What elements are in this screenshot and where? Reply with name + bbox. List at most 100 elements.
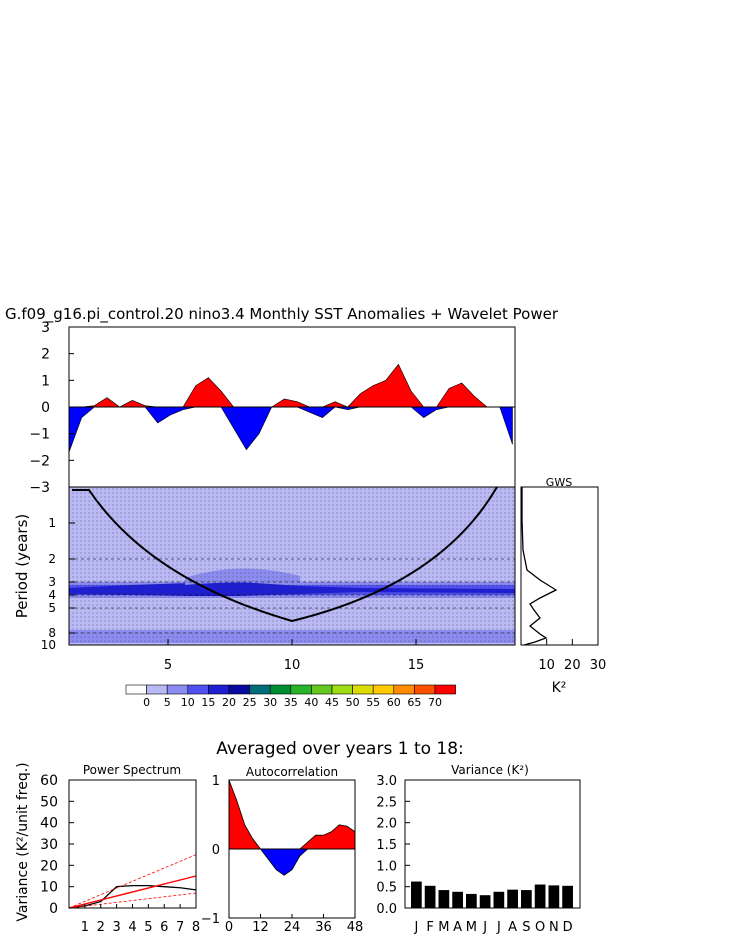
colorbar-label: 50 (346, 696, 360, 709)
colorbar-label: 40 (304, 696, 318, 709)
colorbar-label: 65 (407, 696, 421, 709)
variance-x-tick-label: O (535, 920, 545, 935)
colorbar-label: 70 (428, 696, 442, 709)
power-spectrum-x-tick-label: 5 (144, 920, 152, 935)
variance-x-tick-label: S (522, 920, 530, 935)
wavelet-x-ticks: 5 10 15 (164, 639, 424, 673)
power-spectrum-x-tick-label: 2 (97, 920, 105, 935)
variance-y-tick-label: 2.0 (376, 817, 397, 832)
wavelet-y-tick-label: 5 (48, 601, 56, 615)
colorbar-swatch (166, 684, 189, 695)
timeseries-y-ticks: 3 2 1 0 −1 −2 −3 (29, 320, 74, 496)
gws-title: GWS (546, 476, 572, 489)
colorbar-label: 45 (325, 696, 339, 709)
colorbar-swatch (352, 684, 374, 695)
variance-bars (411, 881, 573, 908)
timeseries-tick-label: −2 (29, 453, 50, 469)
wavelet-hatch-right (69, 487, 515, 645)
red-noise-line (68, 875, 197, 909)
variance-bar (493, 891, 505, 908)
variance-bar (452, 891, 463, 908)
autocorrelation-y-tick-label: 1 (212, 774, 220, 789)
wavelet-y-tick-label: 3 (48, 575, 56, 589)
red-noise-upper-line (68, 854, 197, 909)
variance-x-tick-label: N (549, 920, 559, 935)
variance-y-tick-label: 0.5 (376, 881, 397, 896)
power-spectrum-y-tick-label: 0 (49, 901, 58, 917)
gws-panel: GWS 10 20 30 K² (520, 476, 606, 696)
gws-line (521, 487, 558, 646)
power-spectrum-y-tick-label: 60 (40, 773, 58, 789)
variance-bar (466, 893, 477, 908)
colorbar-swatch (311, 684, 333, 695)
timeseries-tick-label: 1 (41, 373, 50, 389)
power-spectrum-y-tick-label: 50 (40, 794, 58, 810)
timeseries-tick-label: 0 (41, 400, 50, 416)
wavelet-y-tick-label: 10 (41, 638, 56, 652)
autocorrelation-panel: Autocorrelation 1 0 −1 0 12 24 36 48 (201, 765, 363, 935)
power-spectrum-x-tick-label: 1 (81, 920, 89, 935)
autocorrelation-y-tick-label: −1 (201, 912, 220, 927)
wavelet-y-tick-label: 2 (48, 552, 56, 566)
gws-frame (520, 486, 599, 646)
variance-x-tick-label: D (563, 920, 573, 935)
timeseries-tick-label: 2 (41, 347, 50, 363)
colorbar-label: 60 (387, 696, 401, 709)
wavelet-x-tick-label: 15 (408, 658, 425, 673)
colorbar-swatch (187, 684, 209, 695)
variance-x-tick-label: J (496, 920, 501, 935)
colorbar-label: 20 (222, 696, 236, 709)
colorbar-label: 35 (284, 696, 298, 709)
timeseries-tick-label: 3 (41, 320, 50, 336)
colorbar-swatch (249, 684, 271, 695)
timeseries-tick-label: −1 (29, 427, 50, 443)
power-spectrum-y-tick-label: 40 (40, 816, 58, 832)
variance-bar (562, 885, 573, 908)
autocorrelation-x-tick-label: 48 (347, 920, 364, 935)
power-spectrum-lines (68, 854, 197, 909)
variance-x-tick-label: M (438, 920, 449, 935)
gws-x-ticks: 10 20 30 (538, 639, 606, 673)
autocorrelation-ticks: 1 0 −1 0 12 24 36 48 (201, 774, 363, 935)
wavelet-x-tick-label: 5 (164, 658, 172, 673)
variance-bar (411, 881, 422, 908)
variance-bar (521, 890, 532, 908)
power-spectrum-title: Power Spectrum (83, 763, 181, 777)
colorbar-label: 0 (143, 696, 150, 709)
autocorrelation-y-tick-label: 0 (212, 843, 220, 858)
gws-x-tick-label: 10 (538, 658, 555, 673)
figure-title: G.f09_g16.pi_control.20 nino3.4 Monthly … (5, 305, 559, 324)
autocorrelation-positive-area (228, 779, 356, 850)
colorbar-swatch (434, 684, 456, 695)
variance-y-tick-label: 2.5 (376, 795, 397, 810)
timeseries-fill (68, 363, 515, 453)
wavelet-y-tick-label: 1 (48, 516, 56, 530)
averaged-title: Averaged over years 1 to 18: (216, 739, 464, 759)
colorbar-label: 10 (181, 696, 195, 709)
colorbar-label: 15 (201, 696, 215, 709)
wavelet-cone-of-influence (72, 486, 498, 623)
wavelet-period-guides (69, 558, 515, 634)
power-spectrum-x-tick-label: 7 (176, 920, 184, 935)
colorbar-swatch (269, 684, 292, 695)
variance-x-tick-label: F (426, 920, 433, 935)
variance-bar (479, 895, 491, 908)
autocorrelation-x-tick-label: 12 (252, 920, 269, 935)
colorbar-swatch (125, 684, 147, 695)
power-spectrum-x-tick-label: 3 (112, 920, 120, 935)
colorbar-swatch (290, 684, 312, 695)
variance-bar (548, 885, 560, 908)
power-spectrum-ticks: 60 50 40 30 20 10 0 1 2 3 4 5 6 7 8 (40, 773, 200, 935)
colorbar-label: 5 (164, 696, 171, 709)
variance-y-tick-label: 3.0 (376, 774, 397, 789)
timeseries-tick-label: −3 (29, 480, 50, 496)
colorbar-label: 55 (366, 696, 380, 709)
autocorrelation-title: Autocorrelation (246, 765, 338, 779)
wavelet-y-tick-label: 4 (48, 588, 56, 602)
variance-bar (507, 889, 518, 908)
timeseries-panel: 3 2 1 0 −1 −2 −3 (29, 320, 516, 496)
variance-bar (438, 890, 450, 908)
power-spectrum-x-tick-label: 6 (160, 920, 168, 935)
